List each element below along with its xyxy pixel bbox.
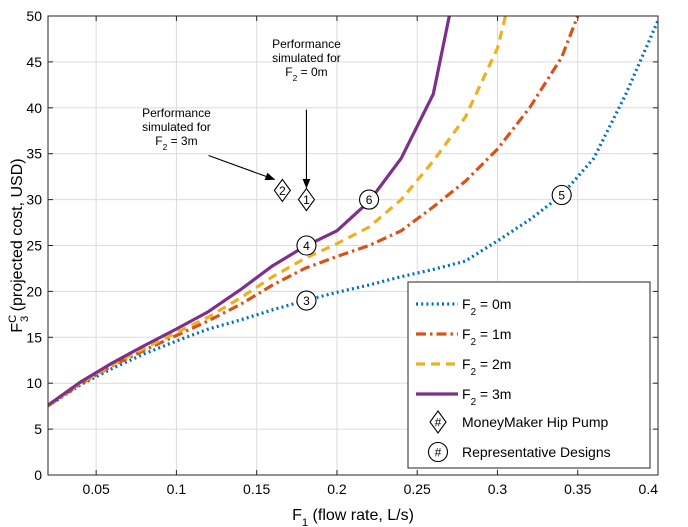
x-axis-label: F1 (flow rate, L/s)	[292, 507, 414, 527]
x-tick-label: 0.4	[639, 481, 659, 497]
representative-point-5-label: 5	[558, 189, 565, 203]
legend-circle-icon: #	[427, 441, 449, 463]
x-tick-label: 0.05	[83, 481, 110, 497]
y-tick-label: 35	[26, 146, 42, 162]
legend-marker-label-1: Representative Designs	[462, 444, 611, 460]
legend-label-2: F2 = 2m	[462, 356, 511, 378]
x-tick-label: 0.15	[243, 481, 270, 497]
representative-point-3: 3	[296, 290, 317, 311]
y-tick-label: 15	[26, 329, 42, 345]
legend-label-0: F2 = 0m	[462, 296, 511, 318]
annotation-0-line-1: simulated for	[272, 51, 341, 65]
moneymaker-point-1: 1	[297, 187, 316, 212]
markers: 2 1 3 4 5 6	[273, 178, 572, 311]
series-layer	[48, 16, 658, 408]
annotation-0-line-0: Performance	[272, 37, 341, 51]
x-tick-label: 0.35	[564, 481, 591, 497]
annotation-0-last-line: F2 = 0m	[285, 65, 327, 83]
legend: F2 = 0m F2 = 1m F2 = 2m F2 = 3m # MoneyMaker …	[407, 281, 651, 469]
representative-point-6: 6	[359, 189, 380, 210]
y-tick-label: 50	[26, 8, 42, 24]
moneymaker-point-2-label: 2	[279, 184, 286, 198]
legend-diamond-icon: #	[429, 410, 447, 434]
legend-box	[407, 281, 651, 469]
series-line-0	[48, 19, 658, 408]
y-tick-label: 5	[34, 421, 42, 437]
y-axis-label: FC3 (projected cost, USD)	[7, 158, 31, 332]
x-tick-label: 0.3	[488, 481, 508, 497]
y-tick-label: 20	[26, 283, 42, 299]
representative-point-6-label: 6	[366, 193, 373, 207]
ticks: 0.05 0.1 0.15 0.2 0.25 0.3 0.35 0.4051015202530…	[26, 8, 659, 497]
x-tick-label: 0.25	[404, 481, 431, 497]
representative-point-4: 4	[296, 235, 317, 256]
moneymaker-point-2: 2	[273, 178, 292, 203]
y-tick-label: 0	[34, 467, 42, 483]
legend-circle-icon-label: #	[435, 446, 442, 460]
representative-point-5: 5	[551, 184, 572, 206]
series-line-3	[48, 16, 451, 407]
y-tick-label: 25	[26, 238, 42, 254]
x-tick-label: 0.2	[327, 481, 347, 497]
annotation-1-line-0: Performance	[142, 106, 211, 120]
y-tick-label: 45	[26, 54, 42, 70]
legend-label-3: F2 = 3m	[462, 386, 511, 408]
y-tick-label: 30	[26, 192, 42, 208]
representative-point-3-label: 3	[303, 294, 310, 308]
series-line-2	[48, 16, 508, 408]
representative-point-4-label: 4	[303, 239, 310, 253]
legend-diamond-icon-label: #	[435, 416, 442, 430]
x-tick-label: 0.1	[167, 481, 187, 497]
y-tick-label: 10	[26, 375, 42, 391]
legend-label-1: F2 = 1m	[462, 326, 511, 348]
annotation-1-last-line: F2 = 3m	[155, 134, 197, 152]
annotation-1-arrow	[208, 155, 276, 181]
annotation-1-line-1: simulated for	[142, 120, 211, 134]
axis-labels: F1 (flow rate, L/s) FC3 (projected cost, …	[7, 158, 414, 527]
moneymaker-point-1-label: 1	[303, 193, 310, 207]
y-tick-label: 40	[26, 100, 42, 116]
legend-marker-label-0: MoneyMaker Hip Pump	[462, 414, 608, 430]
